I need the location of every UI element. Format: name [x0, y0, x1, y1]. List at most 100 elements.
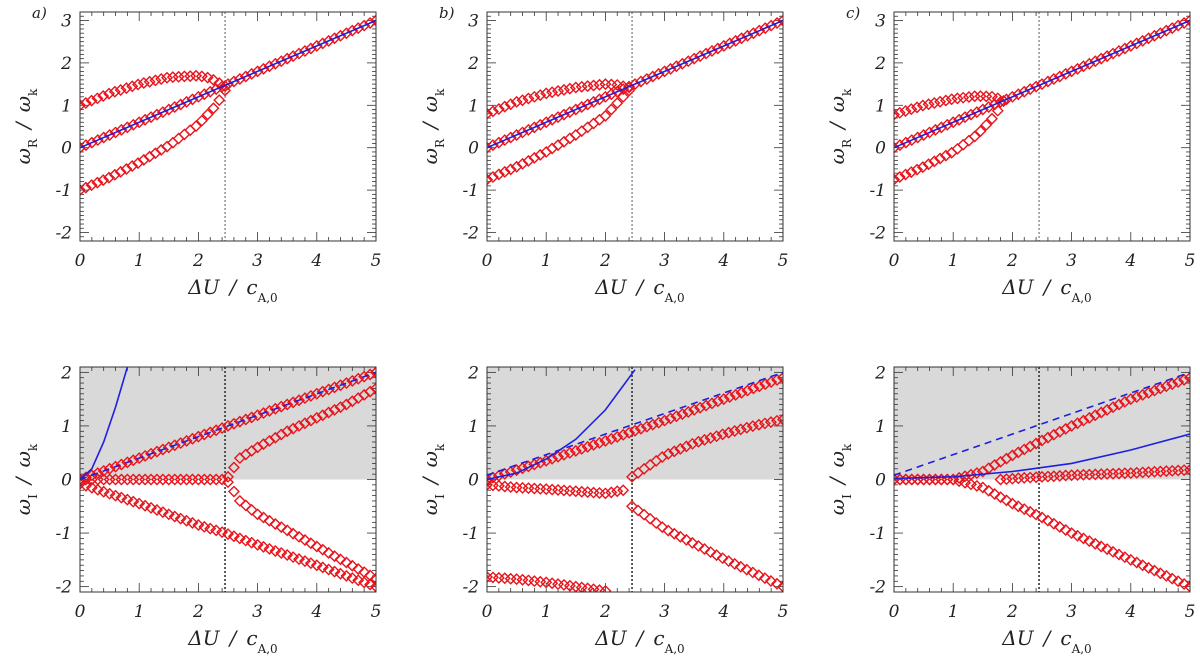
diamond-marker: [928, 155, 941, 168]
diamond-marker: [911, 163, 924, 176]
y-tick-label: -2: [55, 224, 72, 244]
label-part: /: [11, 475, 35, 486]
y-tick-label: 2: [874, 54, 886, 74]
diamond-marker: [1059, 469, 1072, 482]
solid-line: [487, 19, 783, 149]
diamond-marker: [352, 574, 365, 587]
plot-frame: [79, 366, 377, 593]
x-tick-label: 5: [371, 251, 382, 271]
diamond-marker: [668, 527, 681, 540]
diamond-marker: [156, 443, 169, 456]
x-tick-label: 4: [1124, 602, 1136, 622]
diamond-marker: [178, 70, 191, 83]
diamond-marker: [1148, 465, 1161, 478]
diamond-marker: [213, 94, 226, 107]
diamond-marker: [115, 491, 128, 504]
diamond-marker: [723, 391, 736, 403]
diamond-marker: [894, 171, 906, 184]
diamond-marker: [1160, 569, 1173, 582]
diamond-marker: [674, 530, 687, 543]
diamond-marker: [777, 580, 783, 592]
x-axis-label: ΔU / cA,0: [1001, 626, 1091, 656]
diamond-marker: [109, 489, 122, 502]
diamond-marker: [227, 485, 240, 498]
diamond-marker: [298, 534, 311, 547]
diamond-marker: [1184, 580, 1190, 592]
diamond-marker: [711, 395, 724, 408]
diamond-marker: [593, 78, 606, 91]
diamond-marker: [777, 14, 783, 27]
diamond-marker: [132, 78, 145, 91]
diamond-marker: [728, 557, 741, 570]
label-part: k: [26, 443, 40, 451]
diamond-marker: [103, 487, 116, 500]
diamond-marker: [740, 563, 753, 576]
diamond-marker: [777, 413, 783, 426]
diamond-marker: [1024, 440, 1037, 453]
diamond-marker: [980, 118, 993, 131]
diamond-marker: [222, 470, 234, 483]
diamond-marker: [1107, 401, 1120, 414]
diamond-marker: [629, 424, 641, 437]
diamond-marker: [103, 171, 115, 184]
diamond-marker: [646, 418, 659, 431]
diamond-marker: [322, 406, 335, 419]
diamond-marker: [1172, 376, 1185, 388]
diamond-marker: [1000, 494, 1013, 507]
diamond-marker: [1178, 464, 1190, 477]
diamond-marker: [962, 90, 975, 103]
label-part: k: [26, 88, 40, 96]
diamond-marker: [528, 90, 541, 103]
diamond-marker: [1030, 508, 1043, 521]
diamond-marker: [1112, 398, 1125, 411]
diamond-marker: [552, 450, 565, 463]
x-tick-label: 2: [1006, 602, 1018, 622]
label-part: ΔU: [1001, 275, 1034, 299]
diamond-marker: [346, 559, 359, 572]
plot-frame: [79, 11, 377, 242]
diamond-marker: [563, 82, 576, 95]
diamond-marker: [293, 530, 306, 543]
diamond-marker: [692, 539, 705, 552]
diamond-marker: [91, 176, 104, 189]
diamond-marker: [114, 83, 127, 96]
diamond-marker: [705, 397, 718, 410]
diamond-marker: [988, 487, 1001, 500]
diamond-marker: [263, 542, 276, 555]
diamond-marker: [162, 508, 175, 521]
diamond-marker: [1112, 548, 1125, 561]
y-tick-label: 0: [61, 471, 72, 491]
y-tick-label: -1: [869, 524, 886, 544]
diamond-marker: [605, 103, 618, 116]
label-part: ΔU: [187, 626, 220, 650]
diamond-marker: [510, 95, 523, 108]
x-tick-label: 2: [192, 602, 204, 622]
diamond-marker: [1178, 577, 1190, 590]
y-axis-label: ωR/ωk: [11, 88, 40, 164]
diamond-marker: [634, 422, 647, 435]
diamond-marker: [1041, 470, 1054, 483]
label-part: R: [840, 138, 854, 148]
diamond-marker: [269, 402, 282, 415]
diamond-marker: [204, 426, 217, 439]
label-part: /: [228, 275, 239, 299]
diamond-marker: [1148, 564, 1161, 577]
diamond-marker: [233, 494, 246, 507]
diamond-marker: [180, 434, 193, 447]
diamond-marker: [770, 414, 783, 427]
x-tick-label: 1: [948, 602, 959, 622]
diamond-marker: [1130, 556, 1143, 569]
x-tick-label: 3: [659, 251, 670, 271]
diamond-marker: [1047, 470, 1060, 483]
label-part: ω: [825, 499, 849, 515]
diamond-marker: [328, 381, 341, 394]
diamond-marker: [293, 419, 306, 432]
diamond-marker: [1053, 469, 1066, 482]
diamond-marker: [204, 522, 217, 535]
x-tick-label: 3: [252, 602, 263, 622]
x-tick-label: 1: [134, 602, 145, 622]
x-tick-label: 2: [599, 602, 611, 622]
